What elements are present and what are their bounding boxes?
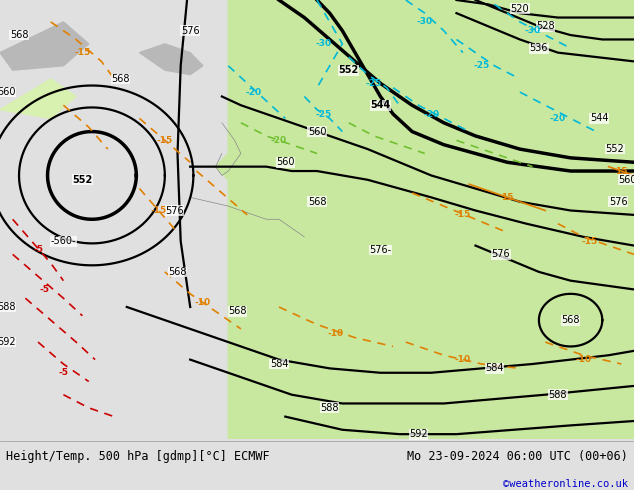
Text: 568: 568 [168, 267, 187, 277]
Text: ©weatheronline.co.uk: ©weatheronline.co.uk [503, 479, 628, 489]
Text: 544: 544 [590, 113, 609, 123]
Text: -30: -30 [417, 18, 433, 26]
Text: 568: 568 [307, 196, 327, 207]
Text: -10: -10 [195, 298, 211, 307]
Text: -5: -5 [58, 368, 68, 377]
Polygon shape [216, 145, 266, 189]
Text: 15: 15 [615, 167, 628, 175]
Text: 568: 568 [228, 306, 247, 317]
Text: -20: -20 [245, 88, 262, 97]
Text: 576-: 576- [370, 245, 391, 255]
Text: 552: 552 [72, 175, 93, 185]
Text: 576: 576 [491, 249, 510, 259]
Polygon shape [0, 22, 89, 70]
Text: -15: -15 [581, 237, 598, 245]
Text: 576: 576 [609, 196, 628, 207]
Text: -10: -10 [455, 355, 471, 364]
Text: 592: 592 [409, 429, 428, 439]
Polygon shape [228, 167, 634, 439]
Text: -15: -15 [455, 210, 471, 220]
Text: 576: 576 [165, 205, 184, 216]
Polygon shape [317, 35, 456, 88]
Text: 584: 584 [269, 359, 288, 369]
Text: Height/Temp. 500 hPa [gdmp][°C] ECMWF: Height/Temp. 500 hPa [gdmp][°C] ECMWF [6, 450, 270, 463]
Text: 528: 528 [536, 21, 555, 31]
Text: Mo 23-09-2024 06:00 UTC (00+06): Mo 23-09-2024 06:00 UTC (00+06) [407, 450, 628, 463]
Text: -30: -30 [315, 39, 332, 49]
Text: 592: 592 [0, 337, 16, 347]
Text: 544: 544 [370, 100, 391, 110]
Text: -15: -15 [74, 48, 91, 57]
Text: 536: 536 [529, 43, 548, 53]
Text: 576: 576 [181, 25, 200, 36]
Text: 520: 520 [510, 4, 529, 14]
Text: 584: 584 [485, 364, 504, 373]
Text: 560: 560 [618, 175, 634, 185]
Text: -20: -20 [423, 110, 439, 119]
Text: -10: -10 [575, 355, 592, 364]
Text: -30: -30 [524, 26, 541, 35]
Text: -10: -10 [328, 329, 344, 338]
Text: -5: -5 [33, 245, 43, 254]
Text: 560: 560 [0, 87, 16, 97]
Text: 568: 568 [111, 74, 130, 84]
Text: 560: 560 [276, 157, 295, 167]
Text: -25: -25 [474, 61, 490, 70]
Text: 15: 15 [501, 193, 514, 202]
Text: 568: 568 [10, 30, 29, 40]
Text: -5: -5 [39, 285, 49, 294]
Text: 552: 552 [339, 65, 359, 75]
Text: 588: 588 [548, 390, 567, 400]
Text: -20: -20 [271, 136, 287, 145]
Polygon shape [139, 44, 203, 74]
Text: -15: -15 [150, 206, 167, 215]
Text: -25: -25 [366, 79, 382, 88]
Text: 588: 588 [0, 302, 16, 312]
Text: -15: -15 [157, 136, 173, 145]
Text: -25: -25 [315, 110, 332, 119]
Text: 552: 552 [605, 144, 624, 154]
Text: -560-: -560- [51, 236, 76, 246]
Text: 568: 568 [561, 315, 580, 325]
Polygon shape [0, 79, 76, 119]
Polygon shape [380, 403, 634, 439]
Text: -20: -20 [550, 114, 566, 123]
Text: 588: 588 [320, 403, 339, 413]
Polygon shape [228, 0, 634, 254]
Text: 560: 560 [307, 126, 327, 137]
